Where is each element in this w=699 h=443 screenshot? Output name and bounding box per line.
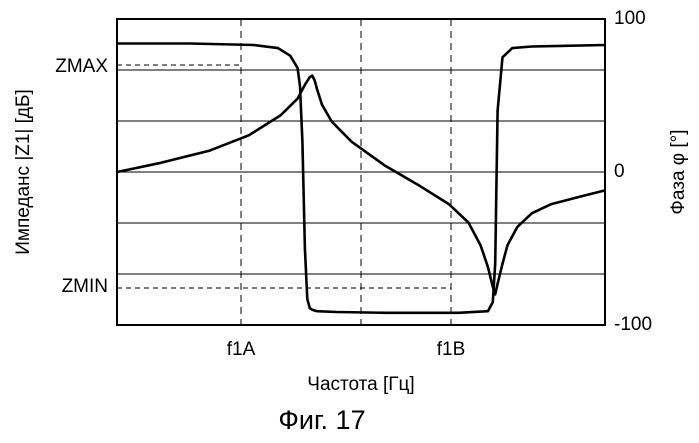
right-tick-bottom: -100	[614, 314, 652, 335]
zmin-label: ZMIN	[62, 276, 108, 297]
zmax-label: ZMAX	[55, 56, 108, 77]
right-tick-mid: 0	[614, 161, 625, 182]
x-marker-f1b: f1B	[437, 339, 466, 360]
grid-layer	[117, 19, 605, 325]
x-marker-f1a: f1A	[227, 339, 256, 360]
right-tick-top: 100	[614, 8, 646, 29]
y-axis-right-label: Фаза φ [°]	[668, 129, 689, 214]
x-axis-label: Частота [Гц]	[307, 374, 414, 395]
y-axis-left-label: Импеданс |Z1| [дБ]	[13, 89, 34, 255]
figure-caption: Фиг. 17	[278, 405, 365, 435]
